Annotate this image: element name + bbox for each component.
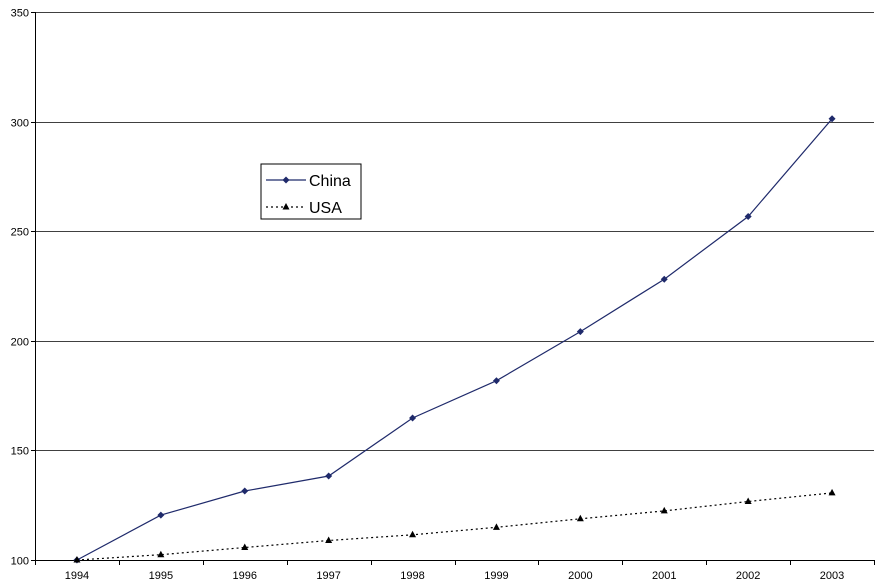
data-point-usa [241,543,249,551]
x-tick-label: 1998 [400,570,424,582]
data-point-china [241,487,249,495]
data-point-usa [73,556,81,563]
legend: China USA [260,163,362,220]
data-point-usa [576,514,584,522]
y-tick-label: 250 [11,227,29,239]
gridlines [35,12,874,451]
data-point-usa [660,506,668,514]
axes [31,12,875,565]
data-point-china [325,472,333,480]
x-tick-labels: 1994 1995 1996 1997 1998 1999 2000 2001 2002 2003 [65,570,845,582]
y-tick-labels: 100 150 200 250 300 350 [11,8,29,568]
x-tick-label: 1995 [149,570,173,582]
legend-label-usa: USA [309,200,342,217]
x-tick-label: 1997 [316,570,340,582]
x-tick-label: 2002 [736,570,760,582]
series-line-usa [76,492,833,561]
x-tick-label: 1999 [484,570,508,582]
x-tick-label: 2000 [568,570,592,582]
data-point-usa [325,536,333,543]
y-tick-label: 150 [11,446,29,458]
legend-marker-china [282,176,290,184]
legend-label-china: China [309,173,351,190]
data-point-usa [157,550,165,558]
x-tick-label: 2001 [652,570,676,582]
y-tick-label: 350 [11,8,29,20]
data-point-china [660,275,668,283]
series-group [73,115,836,564]
x-tick-label: 1994 [65,570,89,582]
y-tick-label: 100 [11,556,29,568]
y-tick-label: 200 [11,337,29,349]
data-point-china [576,328,584,336]
data-point-usa [828,488,836,496]
y-tick-label: 300 [11,118,29,130]
data-point-china [409,414,417,422]
series-line-china [76,118,833,561]
data-point-china [744,213,752,221]
data-point-china [492,377,500,385]
x-tick-label: 2003 [820,570,844,582]
legend-box [260,163,362,220]
data-point-usa [492,523,500,530]
data-point-usa [409,530,417,538]
data-point-usa [744,497,752,504]
data-point-china [157,511,165,519]
x-tick-label: 1996 [233,570,257,582]
legend-marker-usa [282,203,290,210]
data-point-china [828,115,836,123]
